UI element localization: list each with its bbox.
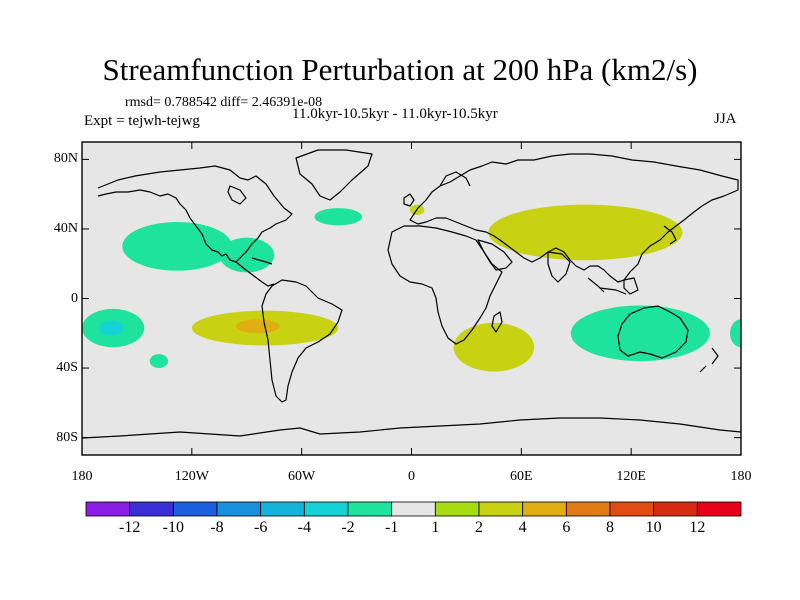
colorbar-label: 12 bbox=[689, 519, 706, 536]
x-tick-label: 180 bbox=[730, 469, 752, 484]
colorbar-box bbox=[434, 501, 480, 517]
contour-region-4 bbox=[98, 321, 125, 336]
coast-greenland bbox=[295, 149, 373, 201]
colorbar-label: 10 bbox=[645, 519, 662, 536]
experiment-label: Expt = tejwh-tejwg bbox=[84, 113, 200, 129]
colorbar-box bbox=[129, 501, 174, 517]
y-tick-label: 40S bbox=[56, 360, 78, 376]
colorbar-box bbox=[85, 501, 131, 517]
colorbar-label: -8 bbox=[210, 519, 224, 536]
coast-borneo bbox=[623, 277, 639, 295]
coast-hudson-bay bbox=[227, 185, 247, 205]
axis-ticks bbox=[81, 142, 742, 455]
coast-british-isles bbox=[403, 193, 415, 207]
coast-sumatra bbox=[587, 277, 605, 293]
colorbar-box bbox=[347, 501, 393, 517]
colorbar-label: 8 bbox=[606, 519, 614, 536]
coast-arabia bbox=[477, 239, 513, 271]
coast-australia bbox=[617, 305, 689, 359]
contour-region-1 bbox=[219, 237, 275, 273]
contour-region-0 bbox=[122, 221, 233, 271]
colorbar-label: -4 bbox=[297, 519, 311, 536]
contour-region-7 bbox=[730, 319, 741, 348]
y-tick-label: 0 bbox=[71, 290, 78, 306]
colorbar-box bbox=[609, 501, 655, 517]
colorbar-box bbox=[478, 501, 524, 517]
y-tick-label: 80N bbox=[53, 151, 78, 167]
coast-eurasia bbox=[409, 153, 739, 283]
contour-region-5 bbox=[149, 354, 169, 369]
colorbar-label: 2 bbox=[475, 519, 483, 536]
colorbar-label: -1 bbox=[385, 519, 399, 536]
coast-indonesia bbox=[599, 287, 627, 295]
chart-title: Streamfunction Perturbation at 200 hPa (… bbox=[102, 52, 698, 87]
coast-central-america bbox=[235, 261, 275, 287]
colorbar-box bbox=[172, 501, 218, 517]
contour-fills bbox=[82, 204, 741, 372]
coast-india bbox=[547, 251, 571, 283]
x-tick-label: 60E bbox=[510, 469, 533, 484]
statistics-text: rmsd= 0.788542 diff= 2.46391e-08 bbox=[125, 95, 323, 110]
coast-cuba bbox=[251, 257, 273, 265]
x-tick-label: 0 bbox=[408, 469, 415, 484]
colorbar-label: 4 bbox=[518, 519, 527, 536]
colorbar-label: -12 bbox=[119, 519, 141, 536]
x-tick-label: 180 bbox=[71, 469, 93, 484]
x-tick-label: 120E bbox=[616, 469, 646, 484]
colorbar-box bbox=[653, 501, 698, 517]
colorbar-box bbox=[216, 501, 262, 517]
map-background bbox=[82, 142, 741, 455]
coast-new-zealand bbox=[699, 347, 719, 373]
coast-japan bbox=[663, 225, 677, 245]
season-label: JJA bbox=[714, 111, 737, 127]
colorbar-label: 1 bbox=[431, 519, 440, 536]
colorbar-label: -10 bbox=[162, 519, 184, 536]
colorbar-label: -6 bbox=[254, 519, 268, 536]
y-tick-label: 40N bbox=[53, 220, 78, 236]
contour-region-2 bbox=[314, 208, 363, 226]
x-tick-label: 60W bbox=[288, 469, 316, 484]
colorbar-label: -2 bbox=[341, 519, 355, 536]
colorbar-label: 6 bbox=[562, 519, 571, 536]
colorbar-box bbox=[522, 501, 567, 517]
colorbar-box bbox=[303, 501, 349, 517]
colorbar-box bbox=[391, 501, 436, 517]
colorbar-box bbox=[696, 501, 742, 517]
x-tick-label: 120W bbox=[174, 469, 209, 484]
contour-region-10 bbox=[235, 319, 280, 334]
colorbar-box bbox=[260, 501, 305, 517]
period-label: 11.0kyr-10.5kyr - 11.0kyr-10.5kyr bbox=[292, 106, 498, 122]
coast-south-america bbox=[261, 279, 343, 403]
colorbar-box bbox=[565, 501, 611, 517]
contour-region-11 bbox=[453, 322, 535, 372]
y-tick-label: 80S bbox=[56, 429, 78, 445]
contour-region-8 bbox=[488, 204, 683, 261]
coast-madagascar bbox=[491, 311, 503, 333]
coast-north-america bbox=[97, 165, 293, 263]
coastlines bbox=[82, 149, 741, 439]
contour-region-6 bbox=[570, 305, 710, 362]
coast-africa bbox=[387, 225, 503, 345]
coast-antarctica bbox=[82, 417, 741, 439]
coast-scandinavia bbox=[439, 171, 471, 187]
colorbar bbox=[85, 501, 742, 517]
